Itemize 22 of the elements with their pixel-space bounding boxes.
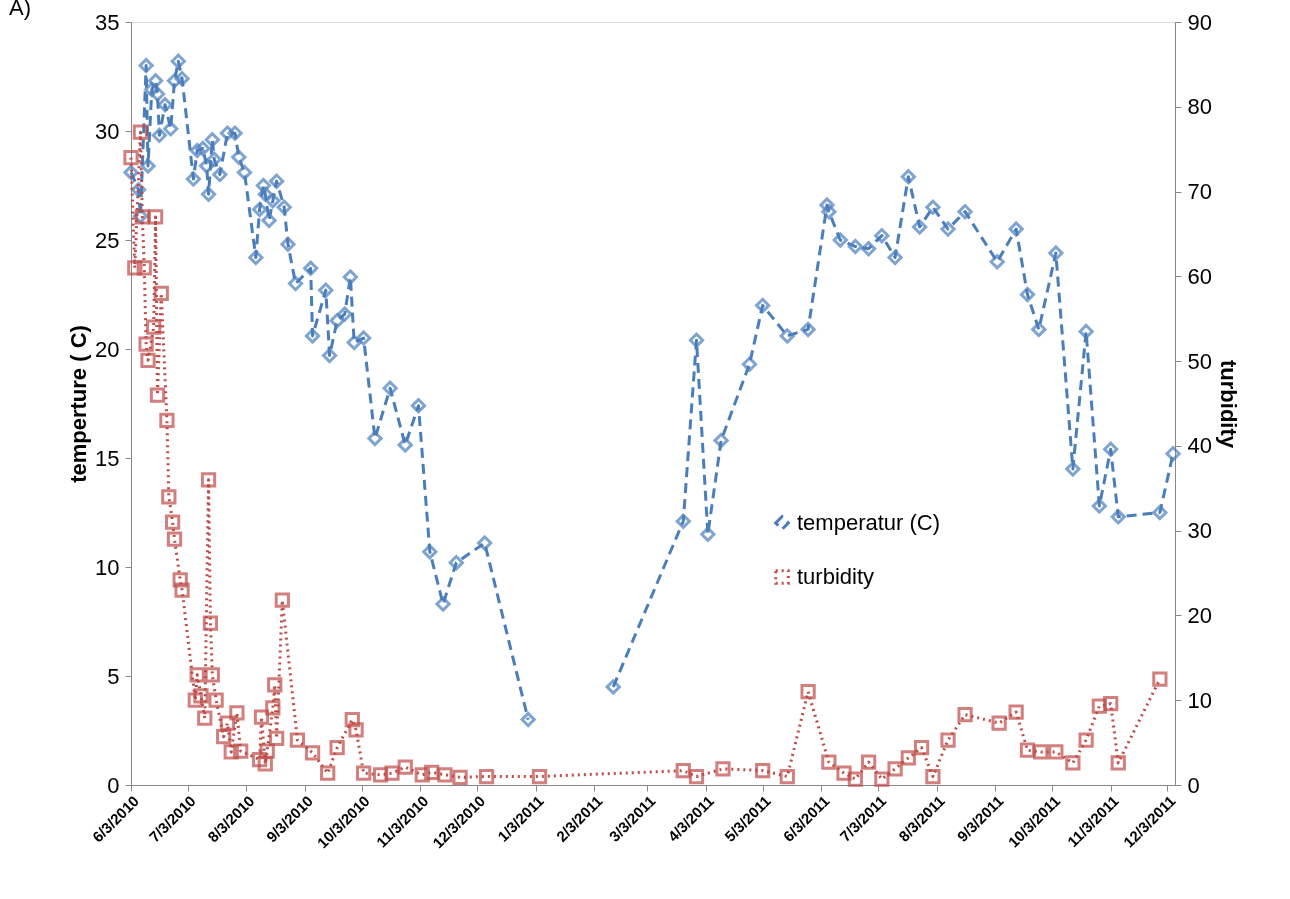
y-tick-label: 5 — [107, 663, 120, 689]
y-tick-label: 10 — [95, 554, 120, 580]
legend-label: temperatur (C) — [797, 510, 941, 535]
y-axis-title: temperture ( C) — [66, 325, 92, 483]
y2-tick-label: 90 — [1187, 9, 1212, 35]
y2-tick-label: 70 — [1187, 179, 1212, 205]
y2-tick-label: 20 — [1187, 602, 1212, 628]
legend-label: turbidity — [797, 564, 875, 589]
y-tick-label: 25 — [95, 227, 120, 253]
y2-axis-title: turbidity — [1215, 360, 1241, 449]
y2-tick-label: 0 — [1187, 772, 1200, 798]
y-tick-label: 20 — [95, 336, 120, 362]
y2-tick-label: 40 — [1187, 433, 1212, 459]
y-tick-label: 30 — [95, 118, 120, 144]
y2-tick-label: 60 — [1187, 263, 1212, 289]
y-tick-label: 35 — [95, 9, 120, 35]
y2-tick-label: 80 — [1187, 94, 1212, 120]
y2-tick-label: 10 — [1187, 687, 1212, 713]
y-tick-label: 0 — [107, 772, 120, 798]
y2-tick-label: 50 — [1187, 348, 1212, 374]
y-tick-label: 15 — [95, 445, 120, 471]
y2-tick-label: 30 — [1187, 518, 1212, 544]
